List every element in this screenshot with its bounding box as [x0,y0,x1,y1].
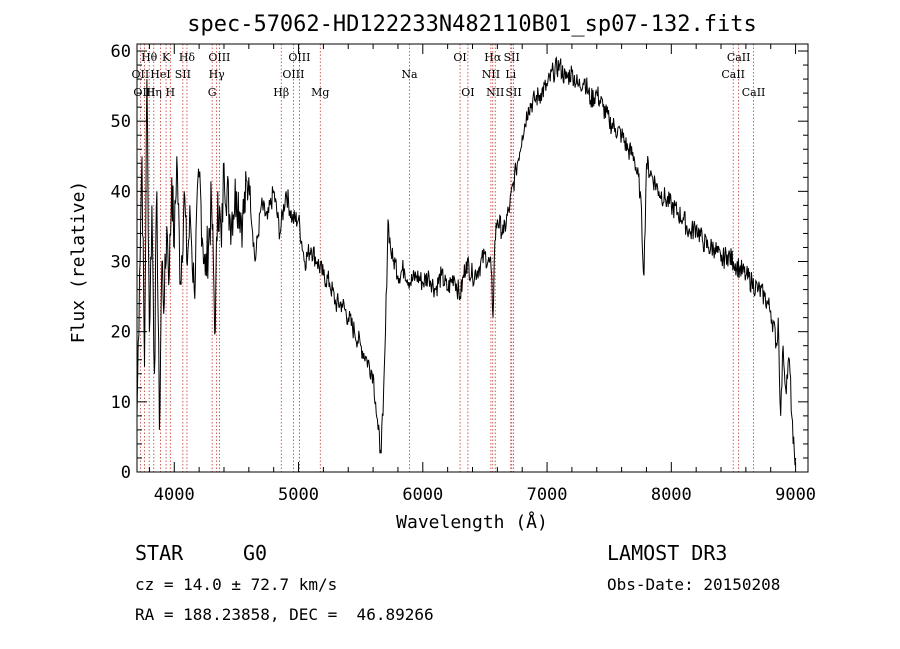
marker-label-15: Mg [311,86,329,99]
marker-label-11: G [208,86,217,99]
marker-label-12: Hβ [273,86,289,99]
marker-label-24: SII [506,86,522,99]
redshift-text: cz = 14.0 ± 72.7 km/s [135,575,338,594]
object-class: STAR [135,541,184,565]
marker-label-13: OIII [288,51,310,64]
marker-label-7: Hδ [179,51,196,64]
marker-label-18: OI [461,86,474,99]
x-tick-label-0: 4000 [154,485,195,505]
marker-label-1: OII [131,68,149,81]
coordinates: RA = 188.23858, DEC = 46.89266 [135,605,434,624]
y-axis-label: Flux (relative) [68,181,89,344]
marker-label-21: NII [482,68,500,81]
marker-label-3: K [162,51,171,64]
marker-label-20: SII [504,51,520,64]
y-tick-label-2: 20 [111,323,131,343]
marker-label-10: Hγ [209,68,226,81]
marker-label-27: CaII [742,86,766,99]
marker-label-14: OIII [282,68,304,81]
x-axis-label: Wavelength (Å) [396,511,548,533]
y-tick-label-6: 60 [111,42,131,62]
emission-line-markers: Hθ OII OIII K HeI Hη H Hδ SII OIII Hγ G Hβ OIII OIII Mg… [131,44,765,472]
y-tick-label-3: 30 [111,253,131,273]
y-tick-label-5: 50 [111,112,131,132]
y-tick-label-1: 10 [111,393,131,413]
x-tick-label-1: 5000 [278,485,319,505]
marker-label-2: OIII [133,86,155,99]
marker-label-4: HeI [150,68,170,81]
marker-label-16: Na [401,68,418,81]
spectrum-line [136,56,797,466]
y-tick-label-4: 40 [111,182,131,202]
marker-label-5: Hη [146,86,162,99]
x-tick-label-4: 8000 [651,485,692,505]
marker-label-8: SII [175,68,191,81]
marker-label-23: NII [486,86,504,99]
plot-frame [136,43,809,473]
x-tick-label-2: 6000 [402,485,443,505]
chart-title: spec-57062-HD122233N482110B01_sp07-132.f… [187,12,757,37]
marker-label-6: H [166,86,176,99]
object-subclass: G0 [243,541,268,565]
x-tick-label-5: 9000 [775,485,816,505]
marker-label-26: CaII [721,68,745,81]
survey-name: LAMOST DR3 [607,541,728,565]
y-tick-label-0: 0 [121,463,131,483]
marker-label-19: Hα [484,51,502,64]
marker-label-0: Hθ [141,51,158,64]
marker-label-9: OIII [208,51,230,64]
marker-label-22: Li [505,68,516,81]
marker-label-17: OI [453,51,466,64]
obs-date: Obs-Date: 20150208 [607,575,781,594]
x-tick-label-3: 7000 [527,485,568,505]
marker-label-25: CaII [727,51,751,64]
spectrum-plot: spec-57062-HD122233N482110B01_sp07-132.f… [68,12,816,533]
y-axis: 0 10 20 30 40 50 60 [111,42,808,483]
x-axis: 4000 5000 6000 7000 8000 9000 [148,44,816,505]
